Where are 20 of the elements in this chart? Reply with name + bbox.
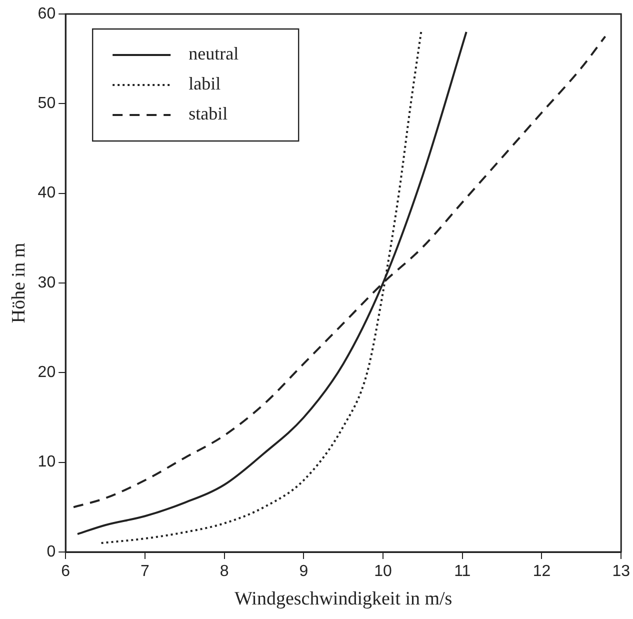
y-tick-label: 20	[38, 364, 56, 382]
x-tick-label: 10	[374, 563, 392, 580]
x-tick-label: 6	[61, 563, 70, 580]
y-tick-label: 50	[38, 95, 56, 112]
y-tick-label: 30	[38, 274, 56, 292]
y-tick-label: 0	[46, 543, 56, 560]
y-tick-label: 10	[38, 454, 56, 471]
x-tick-label: 11	[454, 563, 471, 580]
legend-label: stabil	[188, 104, 228, 124]
x-axis-title: Windgeschwindigkeit in m/s	[234, 588, 452, 610]
legend-label: neutral	[188, 44, 239, 64]
legend-label: labil	[188, 74, 221, 94]
x-tick-label: 12	[532, 563, 551, 580]
x-tick-label: 8	[220, 563, 229, 580]
y-axis-title: Höhe in m	[8, 242, 30, 324]
x-tick-label: 9	[299, 563, 308, 580]
x-tick-label: 13	[612, 563, 630, 580]
y-tick-label: 40	[38, 184, 56, 202]
y-tick-label: 60	[38, 5, 56, 22]
x-tick-label: 7	[140, 563, 150, 580]
